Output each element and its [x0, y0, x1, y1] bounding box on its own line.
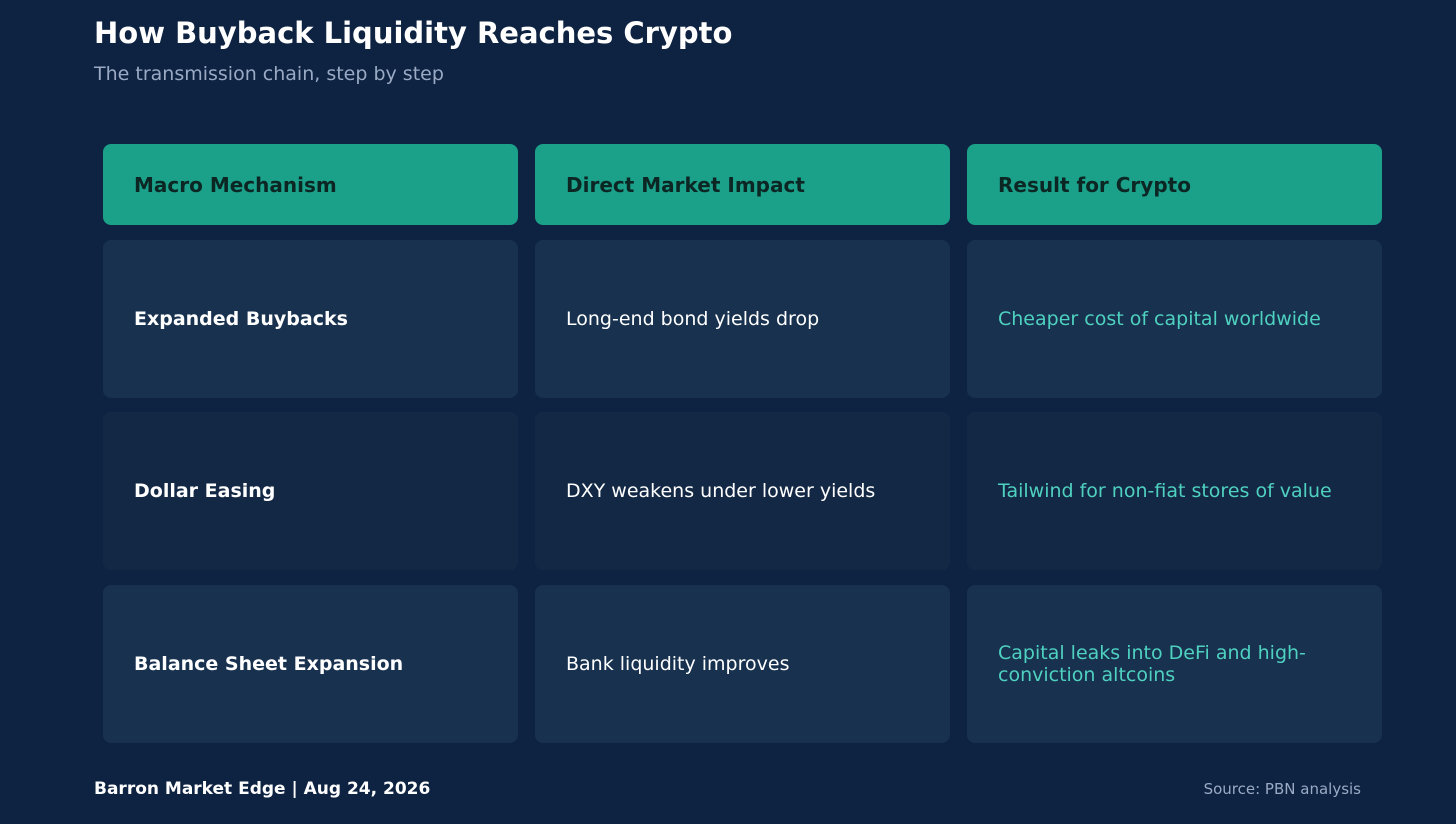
row-1-result: Cheaper cost of capital worldwide — [967, 239, 1382, 398]
row-2-result: Tailwind for non-fiat stores of value — [967, 412, 1382, 570]
transmission-table: Macro Mechanism Direct Market Impact Res… — [103, 144, 1382, 743]
row-3-result: Capital leaks into DeFi and high-convict… — [967, 584, 1382, 743]
header-macro-mechanism: Macro Mechanism — [103, 144, 518, 225]
row-3-impact: Bank liquidity improves — [535, 584, 950, 743]
row-3-mechanism: Balance Sheet Expansion — [103, 584, 518, 743]
row-2-impact: DXY weakens under lower yields — [535, 412, 950, 570]
header-direct-market-impact: Direct Market Impact — [535, 144, 950, 225]
footer-brand-date: Barron Market Edge | Aug 24, 2026 — [94, 779, 431, 799]
footer-source: Source: PBN analysis — [1203, 780, 1361, 798]
page-title: How Buyback Liquidity Reaches Crypto — [94, 16, 733, 50]
row-2-mechanism: Dollar Easing — [103, 412, 518, 570]
row-1-mechanism: Expanded Buybacks — [103, 239, 518, 398]
page-subtitle: The transmission chain, step by step — [94, 63, 444, 85]
header-result-for-crypto: Result for Crypto — [967, 144, 1382, 225]
row-1-impact: Long-end bond yields drop — [535, 239, 950, 398]
